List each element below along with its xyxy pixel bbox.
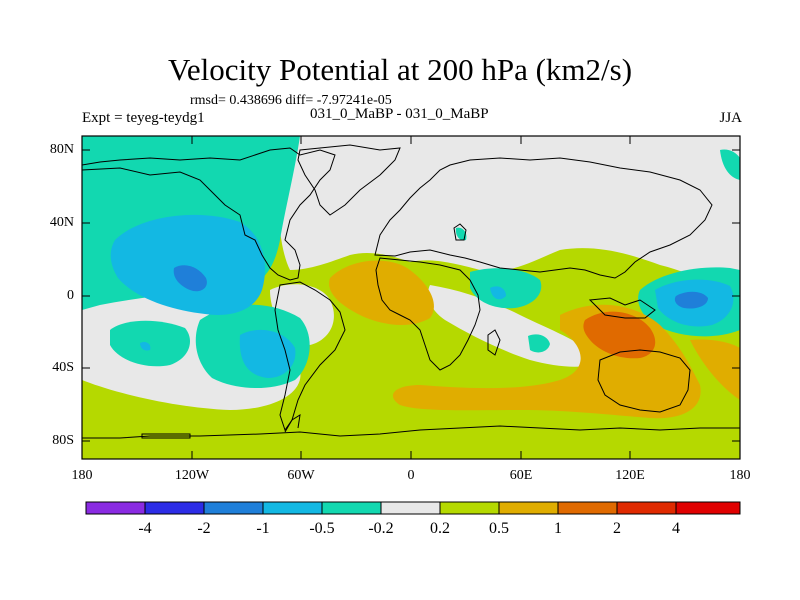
map-title: Velocity Potential at 200 hPa (km2/s): [167, 52, 633, 87]
coast-australia: [597, 349, 691, 413]
colorbar-swatch-3: [204, 502, 263, 514]
colorbar-swatch-1: [86, 502, 145, 514]
coast-africa: [375, 257, 481, 371]
field-teal-arctic: [720, 149, 740, 180]
colorbar-label-10: 4: [672, 520, 680, 537]
coast-caspian: [453, 223, 467, 241]
coast-ross-shelf: [141, 433, 191, 439]
coast-antarctica: [82, 425, 740, 439]
field-cyan-africa: [490, 286, 506, 300]
field-teal-africa-east: [470, 268, 542, 309]
lon-tick-180w: 180: [71, 468, 93, 483]
colorbar-swatch-5: [322, 502, 381, 514]
lat-tick-0: 0: [67, 288, 74, 303]
center-label: 031_0_MaBP - 031_0_MaBP: [310, 106, 489, 122]
colorbar-label-2: -2: [197, 520, 211, 537]
lon-tick-120e: 120E: [615, 468, 645, 483]
coastlines: [82, 144, 740, 439]
colorbar-label-5: -0.2: [368, 520, 394, 537]
colorbar-swatch-4: [263, 502, 322, 514]
colorbar-label-3: -1: [256, 520, 270, 537]
colorbar-label-6: 0.2: [430, 520, 450, 537]
season-label: JJA: [719, 110, 742, 126]
lat-tick-80n: 80N: [49, 142, 74, 157]
field-neutral-indian: [428, 285, 600, 367]
colorbar-label-9: 2: [613, 520, 621, 537]
coast-north-america: [82, 147, 336, 281]
contour-fields: [82, 136, 740, 459]
field-gold-south-east: [690, 339, 740, 400]
field-gold-africa: [329, 260, 434, 326]
colorbar-label-7: 0.5: [489, 520, 509, 537]
field-teal-madagascar: [528, 334, 550, 353]
colorbar-label-8: 1: [554, 520, 562, 537]
field-neutral-north-east: [278, 136, 740, 300]
colorbar-label-1: -4: [138, 520, 152, 537]
lon-tick-60e: 60E: [509, 468, 533, 483]
lon-tick-120w: 120W: [174, 468, 210, 483]
colorbar-swatch-2: [145, 502, 204, 514]
lon-tick-180e: 180: [729, 468, 751, 483]
field-cyan-south-america: [239, 329, 296, 378]
axis-ticks: [81, 136, 741, 459]
coast-eurasia: [374, 157, 713, 279]
lat-tick-40n: 40N: [49, 215, 74, 230]
coast-south-america: [274, 281, 346, 432]
colorbar-swatch-11: [676, 502, 740, 514]
field-orange-core: [583, 311, 656, 359]
colorbar-swatch-8: [499, 502, 558, 514]
coast-antarctic-peninsula: [284, 413, 301, 433]
field-teal-caspian: [455, 227, 467, 241]
lon-tick-0: 0: [407, 468, 415, 483]
stats-label: rmsd= 0.438696 diff= -7.97241e-05: [190, 93, 392, 108]
field-cyan-atlantic: [110, 214, 266, 315]
coast-indonesia: [588, 297, 656, 319]
colorbar-swatch-7: [440, 502, 499, 514]
experiment-label: Expt = teyeg-teydg1: [82, 110, 205, 126]
field-cyan-south-pacific: [140, 341, 151, 351]
colorbar-swatch-10: [617, 502, 676, 514]
lon-tick-60w: 60W: [287, 468, 315, 483]
lat-tick-40s: 40S: [52, 360, 74, 375]
colorbar-swatch-9: [558, 502, 617, 514]
field-teal-south-pacific: [110, 320, 190, 367]
colorbar-label-4: -0.5: [309, 520, 335, 537]
field-blue-atlantic-core: [173, 265, 207, 292]
coast-madagascar: [487, 329, 501, 356]
colorbar: [85, 501, 741, 515]
colorbar-swatch-6: [381, 502, 440, 514]
lat-tick-80s: 80S: [52, 433, 74, 448]
coast-greenland: [297, 144, 401, 216]
field-blue-pacific-core: [674, 291, 708, 309]
